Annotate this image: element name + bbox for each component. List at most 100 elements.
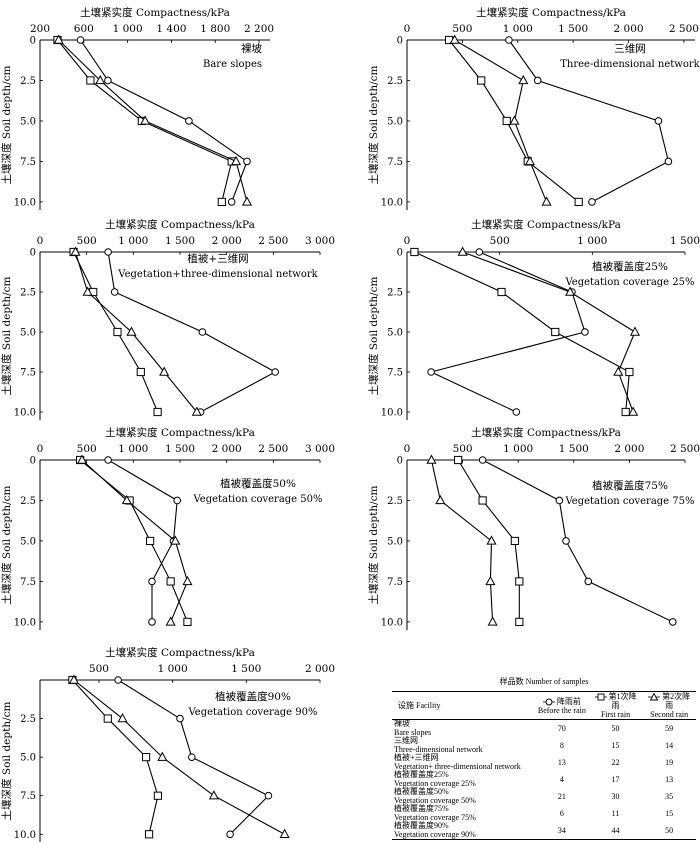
point-square — [478, 496, 487, 505]
point-square — [103, 714, 112, 723]
facility-header: 设施 Facility — [398, 701, 441, 711]
y-axis-title: 土壤深度 Soil depth/cm — [0, 485, 13, 604]
count-before-rain: 70 — [557, 724, 566, 734]
point-triangle — [485, 575, 496, 586]
x-tick-label: 1 800 — [200, 23, 230, 35]
count-second-rain: 35 — [665, 792, 674, 802]
panel-title-cn: 植被+三维网 — [187, 252, 248, 265]
y-tick-label: 0 — [30, 456, 36, 467]
x-tick-label: 1 500 — [559, 443, 589, 455]
panel-title-cn: 植被覆盖度75% — [592, 479, 668, 492]
count-before-rain: 8 — [559, 741, 564, 751]
panel-title-en: Vegetation coverage 75% — [564, 496, 694, 507]
point-triangle — [159, 366, 170, 376]
header-second-rain-en: Second rain — [650, 710, 689, 720]
point-square — [166, 577, 175, 586]
point-triangle — [628, 406, 639, 416]
table-title: 样品数 Number of samples — [499, 677, 589, 686]
point-triangle — [208, 790, 219, 800]
point-square — [142, 753, 151, 762]
point-square — [410, 247, 419, 257]
chart-panel: 土壤紧实度 Compactness/kPa 0 500 1 000 1 500 2 000… — [0, 218, 335, 420]
point-circle — [173, 496, 181, 505]
y-axis-title: 土壤深度 Soil depth/cm — [367, 65, 380, 184]
count-first-rain: 44 — [611, 826, 620, 836]
count-second-rain: 15 — [665, 809, 674, 819]
panel-title-en: Three-dimensional network — [560, 59, 700, 70]
point-triangle — [509, 115, 520, 125]
point-circle — [664, 157, 673, 166]
x-axis-title: 土壤紧实度 Compactness/kPa — [105, 646, 255, 659]
point-circle — [581, 328, 589, 336]
point-circle — [264, 791, 273, 800]
y-tick-label: 7.5 — [20, 577, 36, 588]
x-tick-label: 2 000 — [212, 443, 242, 455]
facility-cn: 植被覆盖度25% — [394, 770, 449, 780]
series-line-square — [414, 251, 630, 413]
point-circle — [104, 248, 112, 256]
panel-title-en: Vegetation coverage 25% — [564, 277, 694, 288]
facility-cn: 裸坡 — [394, 719, 410, 729]
point-triangle — [82, 286, 93, 296]
point-triangle — [68, 674, 79, 684]
point-triangle — [241, 196, 253, 206]
count-before-rain: 34 — [557, 826, 566, 836]
x-tick-label: 2 500 — [669, 23, 699, 35]
chart-panel: 土壤紧实度 Compactness/kPa 500 1 000 1 500 2 000 2… — [0, 646, 335, 842]
x-tick-label: 1 400 — [156, 23, 186, 35]
point-triangle — [117, 713, 128, 723]
table-row: 三维网 Three-dimensional network 8 15 14 — [392, 737, 696, 754]
y-tick-label: 5.0 — [387, 328, 403, 339]
point-square — [113, 327, 122, 337]
header-second-rain-cn: 第2次降雨 — [662, 692, 691, 711]
count-second-rain: 50 — [665, 826, 674, 836]
point-triangle — [486, 535, 497, 545]
point-triangle — [165, 616, 176, 626]
point-square — [515, 577, 524, 586]
x-axis-title: 土壤紧实度 Compactness/kPa — [105, 426, 255, 439]
facility-cn: 植被+三维网 — [394, 753, 439, 763]
y-tick-label: 5.0 — [20, 536, 36, 547]
point-square — [574, 197, 583, 207]
x-tick-label: 500 — [89, 663, 109, 675]
facility-cell: 裸坡 Bare slopes — [392, 720, 535, 738]
panel-title-en: Bare slopes — [203, 59, 262, 70]
count-second-rain: 19 — [665, 758, 674, 768]
point-circle — [505, 36, 513, 44]
point-circle — [227, 198, 236, 206]
point-square — [136, 367, 145, 377]
x-axis-title: 土壤紧实度 Compactness/kPa — [105, 218, 255, 231]
count-before-rain: 4 — [559, 775, 564, 785]
point-triangle — [524, 155, 535, 166]
y-tick-label: 0 — [397, 248, 403, 259]
y-tick-label: 10.0 — [14, 408, 36, 419]
y-tick-label: 5.0 — [20, 116, 36, 127]
point-triangle — [518, 74, 529, 85]
count-before-rain: 6 — [559, 809, 564, 819]
y-tick-label: 0 — [397, 36, 403, 47]
chart-panel: 土壤紧实度 Compactness/kPa 0 500 1 000 1 500 0 2.5 5… — [367, 218, 700, 420]
panel-title-en: Vegetation coverage 50% — [192, 494, 322, 505]
circle-marker-icon — [542, 698, 555, 706]
point-triangle — [157, 751, 168, 761]
facility-cn: 植被覆盖度75% — [394, 804, 449, 814]
point-triangle — [95, 74, 106, 85]
panel-title-cn: 三维网 — [614, 42, 646, 55]
square-marker-icon — [594, 693, 607, 701]
series-line-triangle — [462, 251, 636, 413]
point-circle — [555, 496, 564, 505]
x-tick-label: 3 000 — [305, 235, 335, 247]
point-triangle — [70, 246, 81, 256]
x-axis-title: 土壤紧实度 Compactness/kPa — [471, 426, 621, 439]
x-tick-label: 1 000 — [118, 443, 148, 455]
header-first-rain-en: First rain — [600, 710, 631, 720]
triangle-marker-icon — [648, 693, 661, 701]
x-tick-label: 1 000 — [113, 23, 143, 35]
point-triangle — [140, 115, 151, 125]
x-tick-label: 2 500 — [670, 443, 700, 455]
facility-en: Vegetation coverage 50% — [394, 795, 476, 805]
point-triangle — [565, 286, 576, 296]
y-tick-label: 2.5 — [387, 496, 403, 507]
y-tick-label: 2.5 — [387, 288, 403, 299]
table-row: 植被覆盖度90% Vegetation coverage 90% 34 44 50 — [392, 822, 696, 840]
